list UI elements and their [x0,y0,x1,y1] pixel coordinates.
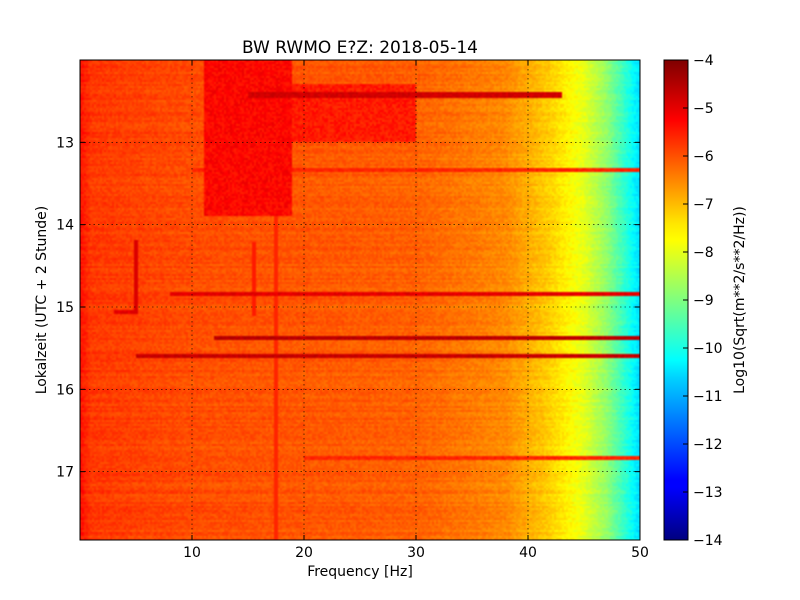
colorbar-tick-label: −13 [693,485,723,501]
x-tick-label: 40 [519,545,537,561]
colorbar-tick-label: −5 [693,101,714,117]
y-tick-label: 17 [56,465,74,481]
y-tick-label: 16 [56,382,74,398]
colorbar: −4 −5 −6 −7 −8 −9 −10 −11 −12 −13 −14 Log10(Sqrt(m… [663,53,748,549]
y-axis-label: Lokalzeit (UTC + 2 Stunde) [34,206,50,395]
y-tick-label: 14 [56,218,74,234]
chart-title: BW RWMO E?Z: 2018-05-14 [242,38,478,58]
colorbar-tick-label: −11 [693,389,723,405]
x-axis: 10 20 30 40 50 [183,60,649,561]
plot-frame [79,59,641,541]
colorbar-label: Log10(Sqrt(m**2/s**2/Hz)) [732,206,748,394]
colorbar-tick-label: −6 [693,149,714,165]
x-tick-label: 10 [183,545,201,561]
x-axis-label: Frequency [Hz] [307,564,413,580]
plot-area [79,59,641,541]
colorbar-tick-label: −4 [693,53,714,69]
colorbar-tick-label: −7 [693,197,714,213]
colorbar-tick-label: −9 [693,293,714,309]
x-tick-label: 20 [295,545,313,561]
colorbar-tick-label: −14 [693,533,723,549]
spectrogram-image [80,60,640,540]
colorbar-tick-label: −8 [693,245,714,261]
colorbar-tick-label: −10 [693,341,723,357]
x-tick-label: 30 [407,545,425,561]
y-tick-label: 13 [56,135,74,151]
colorbar-ticks: −4 −5 −6 −7 −8 −9 −10 −11 −12 −13 −14 [683,53,723,549]
colorbar-tick-label: −12 [693,437,723,453]
x-tick-label: 50 [631,545,649,561]
y-tick-label: 15 [56,300,74,316]
y-axis: 13 14 15 16 17 [56,135,640,481]
